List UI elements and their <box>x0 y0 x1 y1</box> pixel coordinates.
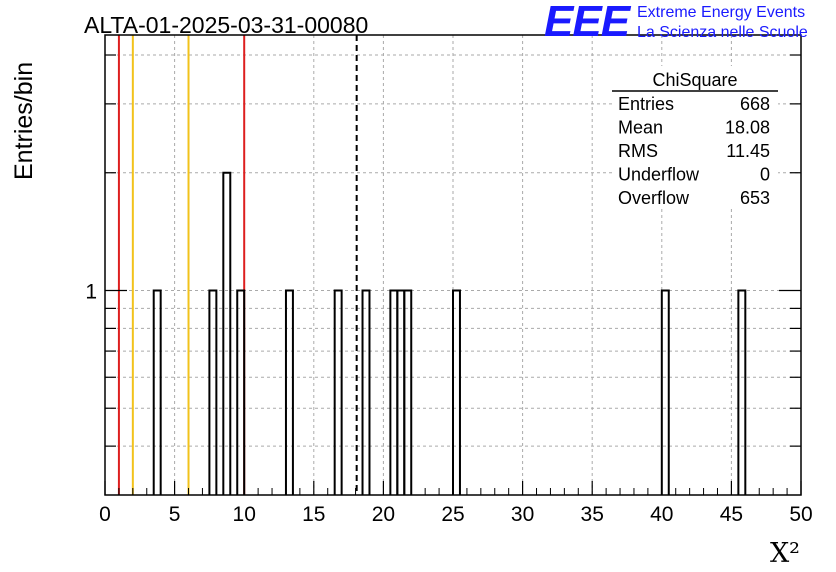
stats-row-label: Entries <box>618 94 674 114</box>
histogram-bin <box>361 289 371 495</box>
stats-box: ChiSquare Entries 668 Mean 18.08 RMS 11.45 Unde… <box>612 66 778 208</box>
x-tick-label: 10 <box>233 503 256 526</box>
histogram-bin <box>389 289 399 495</box>
histogram-bin <box>452 289 461 495</box>
histogram-bin <box>222 171 232 495</box>
x-tick-label: 50 <box>789 503 812 526</box>
y-tick-label: 1 <box>85 280 97 303</box>
stats-background <box>612 66 778 206</box>
eee-logo: EEE Extreme Energy Events La Scienza nel… <box>544 0 836 46</box>
x-tick-label: 5 <box>169 503 181 526</box>
histogram-bin <box>737 289 747 495</box>
x-tick-label: 25 <box>441 503 464 526</box>
stats-row-value: 668 <box>740 94 770 114</box>
stats-row-label: RMS <box>618 141 658 161</box>
histogram-bin <box>396 289 406 495</box>
stats-row-value: 11.45 <box>726 141 770 161</box>
histogram-bin <box>403 289 413 495</box>
logo-line-2: La Scienza nelle Scuole <box>637 24 808 41</box>
chart-title: ALTA-01-2025-03-31-00080 <box>84 12 368 38</box>
histogram-bin <box>333 289 343 495</box>
histogram-bin <box>660 289 670 495</box>
stats-row-value: 653 <box>740 188 770 208</box>
x-axis-label: X² <box>770 538 800 569</box>
stats-row-value: 18.08 <box>725 118 770 138</box>
x-tick-label: 35 <box>581 503 604 526</box>
stats-row-label: Underflow <box>618 165 700 185</box>
stats-row-label: Overflow <box>618 188 690 208</box>
x-tick-label: 30 <box>511 503 534 526</box>
histogram-bin <box>152 289 162 495</box>
logo-line-1: Extreme Energy Events <box>637 4 806 21</box>
x-tick-label: 45 <box>720 503 743 526</box>
stats-row-value: 0 <box>760 165 770 185</box>
histogram-bin <box>284 289 294 495</box>
x-tick-label: 20 <box>372 503 395 526</box>
eee-logo-mark: EEE <box>544 0 630 46</box>
stats-title: ChiSquare <box>652 70 737 90</box>
stats-row-label: Mean <box>618 118 663 138</box>
y-axis-label: Entries/bin <box>10 62 38 180</box>
x-tick-label: 15 <box>302 503 325 526</box>
x-tick-label: 40 <box>650 503 673 526</box>
histogram-bin <box>208 289 218 495</box>
x-tick-label: 0 <box>99 503 111 526</box>
histogram-bin <box>236 289 246 495</box>
